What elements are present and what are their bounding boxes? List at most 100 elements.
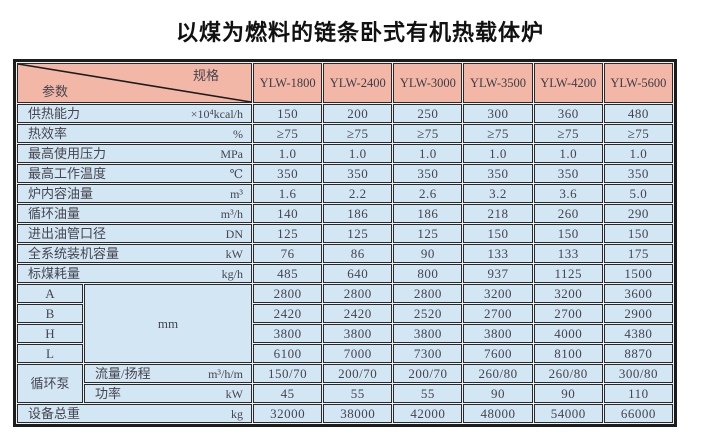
value-cell: 175 (603, 244, 673, 263)
value-cell: 8100 (533, 344, 603, 363)
param-label: 供热能力 (28, 106, 81, 121)
pump-label-cell: 循环泵 (17, 364, 83, 403)
param-row-thermal-efficiency: 热效率% ≥75 ≥75 ≥75 ≥75 ≥75 ≥75 (17, 124, 673, 143)
value-cell: 76 (253, 244, 323, 263)
value-cell: ≥75 (253, 124, 323, 143)
value-cell: 300/80 (603, 364, 673, 383)
param-row-pipe-diameter: 进出油管口径 DN 125 125 125 150 150 150 (17, 224, 673, 243)
value-cell: 3600 (603, 284, 673, 303)
pump-param-label-cell: 功率 kW (84, 384, 252, 403)
param-unit: kW (225, 246, 243, 261)
diagonal-line (18, 64, 251, 102)
value-cell: 1125 (533, 264, 603, 283)
value-cell: 2420 (323, 304, 393, 323)
value-cell: 1.0 (323, 144, 393, 163)
value-cell: 150 (603, 224, 673, 243)
value-cell: 800 (393, 264, 463, 283)
pump-param-label-cell: 流量/扬程 m³/h/m (84, 364, 252, 383)
param-label: 循环油量 (28, 206, 81, 221)
value-cell: 350 (533, 164, 603, 183)
value-cell: 150 (253, 104, 323, 123)
value-cell: 90 (463, 384, 533, 403)
value-cell: 150/70 (253, 364, 323, 383)
param-unit: kg/h (221, 266, 243, 281)
value-cell: 3800 (253, 324, 323, 343)
value-cell: 32000 (253, 404, 323, 423)
value-cell: 86 (323, 244, 393, 263)
value-cell: 480 (603, 104, 673, 123)
model-header: YLW-5600 (603, 63, 673, 103)
value-cell: 4380 (603, 324, 673, 343)
value-cell: 360 (533, 104, 603, 123)
value-cell: 2700 (533, 304, 603, 323)
param-label-cell: 循环油量 m³/h (17, 204, 252, 223)
value-cell: 125 (393, 224, 463, 243)
value-cell: ≥75 (603, 124, 673, 143)
dimension-row-b: B 2420 2420 2520 2700 2700 2900 (17, 304, 673, 323)
dimension-label-cell: A (17, 284, 83, 303)
value-cell: 2800 (253, 284, 323, 303)
value-cell: 485 (253, 264, 323, 283)
value-cell: 186 (323, 204, 393, 223)
pump-row-label: 流量/扬程 (95, 366, 151, 381)
value-cell: ≥75 (533, 124, 603, 143)
boiler-spec-table: 规格 参数 YLW-1800 YLW-2400 YLW-3000 YLW-350… (13, 59, 677, 427)
value-cell: 7000 (323, 344, 393, 363)
value-cell: 3200 (463, 284, 533, 303)
value-cell: 186 (393, 204, 463, 223)
value-cell: 125 (253, 224, 323, 243)
value-cell: 140 (253, 204, 323, 223)
value-cell: 300 (463, 104, 533, 123)
value-cell: 133 (463, 244, 533, 263)
pump-row-unit: kW (225, 386, 243, 401)
value-cell: 200/70 (323, 364, 393, 383)
pump-row-flow-head: 循环泵 流量/扬程 m³/h/m 150/70 200/70 200/70 260… (17, 364, 673, 403)
value-cell: 6100 (253, 344, 323, 363)
param-unit: DN (225, 226, 243, 241)
value-cell: ≥75 (393, 124, 463, 143)
value-cell: 260/80 (463, 364, 533, 383)
value-cell: 1.0 (463, 144, 533, 163)
value-cell: 250 (393, 104, 463, 123)
value-cell: 150 (533, 224, 603, 243)
value-cell: 2700 (463, 304, 533, 323)
param-label: 热效率 (28, 126, 68, 141)
param-row-max-pressure: 最高使用压力 MPa 1.0 1.0 1.0 1.0 1.0 1.0 (17, 144, 673, 163)
param-label-cell: 炉内容油量 m³ (17, 184, 252, 203)
value-cell: ≥75 (463, 124, 533, 143)
value-cell: 2.2 (323, 184, 393, 203)
value-cell: 2800 (323, 284, 393, 303)
value-cell: 200 (323, 104, 393, 123)
value-cell: 290 (603, 204, 673, 223)
value-cell: 2800 (393, 284, 463, 303)
pump-row-unit: m³/h/m (208, 366, 243, 381)
value-cell: 48000 (463, 404, 533, 423)
param-label: 进出油管口径 (28, 226, 107, 241)
dimension-row-h: H 3800 3800 3800 3800 4000 4380 (17, 324, 673, 343)
value-cell: 2420 (253, 304, 323, 323)
param-row-installed-capacity: 全系统装机容量 kW 76 86 90 133 133 175 (17, 244, 673, 263)
model-header: YLW-4200 (533, 63, 603, 103)
param-unit: ×10⁴kcal/h (190, 106, 243, 121)
dimension-unit-cell: mm (84, 284, 252, 363)
value-cell: 1.0 (603, 144, 673, 163)
spec-header-label: 规格 (192, 68, 219, 83)
value-cell: 45 (253, 384, 323, 403)
param-label-cell: 最高工作温度 ℃ (17, 164, 252, 183)
value-cell: 110 (603, 384, 673, 403)
dimension-label-cell: L (17, 344, 83, 363)
param-label-cell: 供热能力 ×10⁴kcal/h (17, 104, 252, 123)
value-cell: 260/80 (533, 364, 603, 383)
param-label-cell: 全系统装机容量 kW (17, 244, 252, 263)
param-label: 炉内容油量 (28, 186, 94, 201)
param-label-cell: 最高使用压力 MPa (17, 144, 252, 163)
value-cell: 3800 (323, 324, 393, 343)
value-cell: 350 (323, 164, 393, 183)
param-header-label: 参数 (42, 84, 69, 99)
value-cell: 200/70 (393, 364, 463, 383)
value-cell: 1.0 (533, 144, 603, 163)
pump-row-label: 功率 (95, 386, 122, 401)
model-header: YLW-1800 (253, 63, 323, 103)
table-header-row: 规格 参数 YLW-1800 YLW-2400 YLW-3000 YLW-350… (17, 63, 673, 103)
value-cell: 1500 (603, 264, 673, 283)
